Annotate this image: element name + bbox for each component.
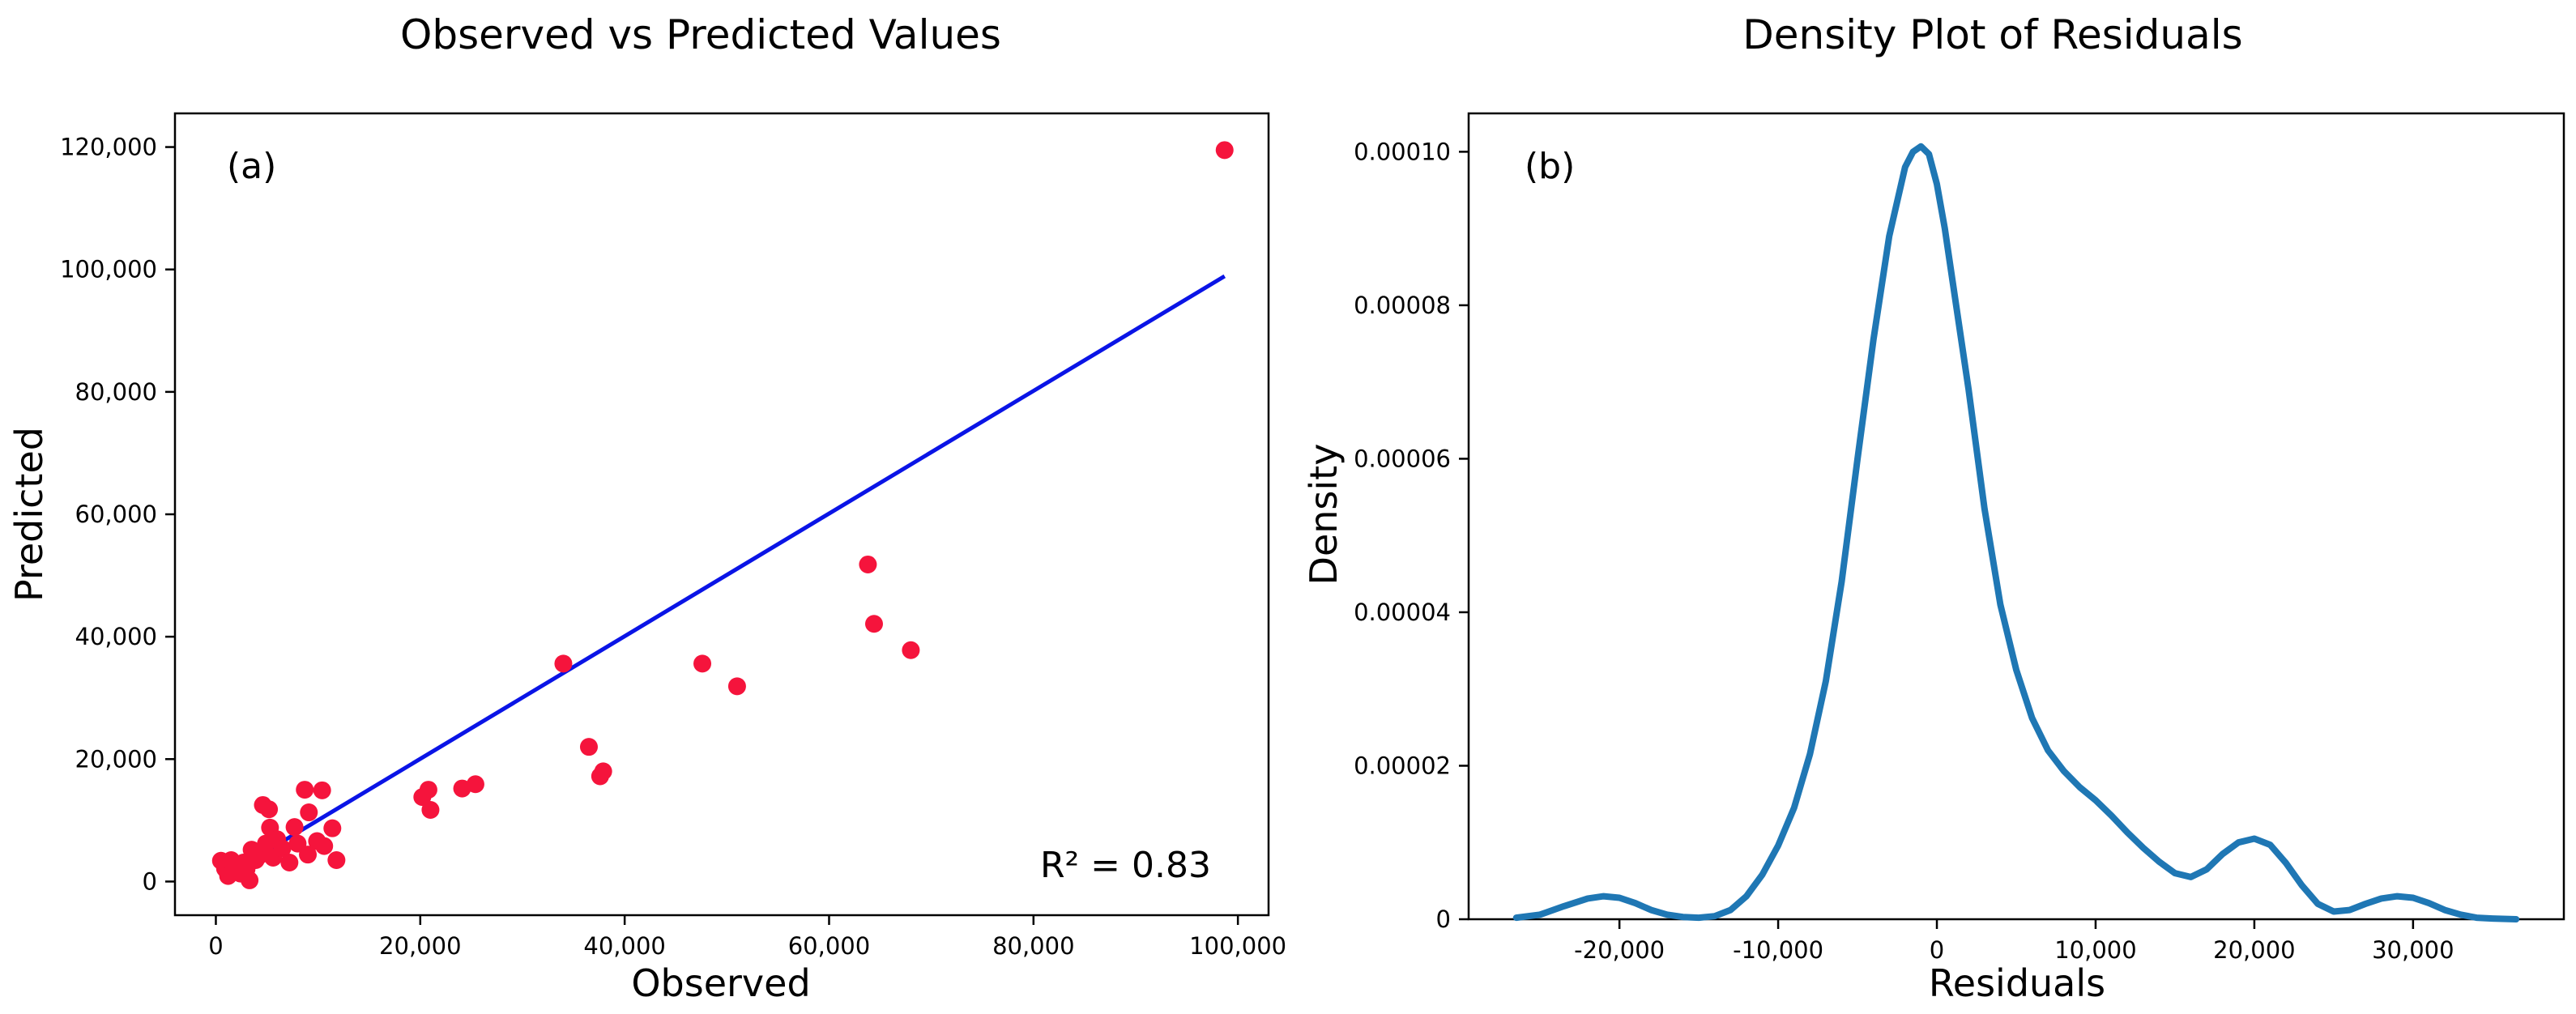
panel-a-x-tick-label: 80,000	[992, 932, 1074, 960]
panel-b-x-tick-label: 10,000	[2054, 936, 2136, 964]
panel-b-y-tick-label: 0.00002	[1354, 752, 1451, 779]
scatter-point	[693, 654, 712, 673]
fit-line	[220, 274, 1226, 880]
panel-b-x-axis: -20,000 -10,000 0 10,000 20,000 30,000	[1574, 919, 2454, 964]
panel-b-y-tick-label: 0.00010	[1354, 138, 1451, 165]
panel-a-y-tick-label: 60,000	[75, 501, 157, 528]
panel-b-x-tick-label: 0	[1930, 936, 1944, 964]
panel-b-plot-area	[1467, 112, 2565, 921]
scatter-point	[313, 781, 331, 799]
panel-a-y-tick-label: 100,000	[60, 256, 157, 283]
panel-a-x-tick-label: 40,000	[583, 932, 665, 960]
panel-b-y-axis-label: Density	[1302, 444, 1346, 586]
panel-a-title: Observed vs Predicted Values	[400, 11, 1001, 58]
scatter-point	[327, 850, 346, 869]
panel-a-y-tick-label: 0	[143, 867, 157, 895]
scatter-point	[323, 819, 342, 837]
scatter-point	[296, 781, 314, 799]
panel-b-y-tick-label: 0.00004	[1354, 599, 1451, 626]
panel-b-y-axis: 0 0.00002 0.00004 0.00006 0.00008 0.00010	[1354, 138, 1469, 933]
panel-b-x-tick-label: 30,000	[2372, 936, 2454, 964]
scatter-point	[273, 839, 292, 858]
panel-b-y-tick-label: 0	[1436, 905, 1451, 933]
scatter-point	[419, 781, 437, 799]
scatter-point	[285, 818, 304, 837]
panel-a-points	[211, 141, 1234, 889]
scatter-point	[300, 803, 318, 822]
scatter-point	[241, 871, 259, 889]
scatter-point	[260, 800, 279, 819]
panel-a-x-tick-label: 20,000	[379, 932, 461, 960]
density-line	[1512, 143, 2520, 922]
scatter-point	[554, 654, 573, 673]
panel-a-y-tick-label: 40,000	[75, 623, 157, 650]
panel-a-y-tick-label: 20,000	[75, 745, 157, 773]
panel-b-x-tick-label: 20,000	[2213, 936, 2295, 964]
panel-a-x-axis: 0 20,000 40,000 60,000 80,000 100,000	[208, 915, 1286, 960]
scatter-point	[1215, 141, 1234, 160]
panel-b-x-axis-label: Residuals	[1929, 961, 2105, 1005]
scatter-point	[594, 762, 612, 781]
scatter-point	[579, 738, 598, 756]
panel-a-x-tick-label: 100,000	[1189, 932, 1286, 960]
panel-a: Observed vs Predicted Values 0 20,000 40,0…	[7, 11, 1286, 1005]
scatter-point	[859, 555, 877, 573]
panel-a-label: (a)	[227, 146, 276, 187]
scatter-point	[280, 854, 299, 872]
scatter-point	[466, 775, 484, 794]
panel-b-label: (b)	[1525, 146, 1575, 187]
panel-b-y-tick-label: 0.00008	[1354, 292, 1451, 319]
panel-b: Density Plot of Residuals -20,000 -10,000…	[1302, 11, 2565, 1005]
r-squared-annotation: R² = 0.83	[1040, 845, 1211, 886]
panel-b-density-curve	[1512, 143, 2520, 922]
panel-a-x-axis-label: Observed	[631, 961, 810, 1005]
scatter-point	[421, 801, 440, 820]
panel-a-y-tick-label: 120,000	[60, 134, 157, 161]
panel-a-y-tick-label: 80,000	[75, 378, 157, 406]
panel-a-plot-area	[173, 112, 1270, 917]
panel-a-y-axis: 0 20,000 40,000 60,000 80,000 100,000 120,000	[60, 134, 175, 895]
panel-a-x-tick-label: 60,000	[788, 932, 870, 960]
scatter-point	[902, 641, 920, 659]
scatter-point	[727, 677, 746, 696]
panel-a-y-axis-label: Predicted	[7, 427, 51, 602]
panel-b-x-tick-label: -10,000	[1733, 936, 1823, 964]
scatter-point	[864, 615, 883, 633]
panel-b-y-tick-label: 0.00006	[1354, 445, 1451, 472]
panel-b-title: Density Plot of Residuals	[1742, 11, 2242, 58]
panel-b-x-tick-label: -20,000	[1574, 936, 1665, 964]
scatter-point	[315, 837, 334, 855]
scatter-point	[299, 846, 318, 864]
panel-a-x-tick-label: 0	[208, 932, 223, 960]
panel-a-fit-line	[220, 274, 1226, 880]
